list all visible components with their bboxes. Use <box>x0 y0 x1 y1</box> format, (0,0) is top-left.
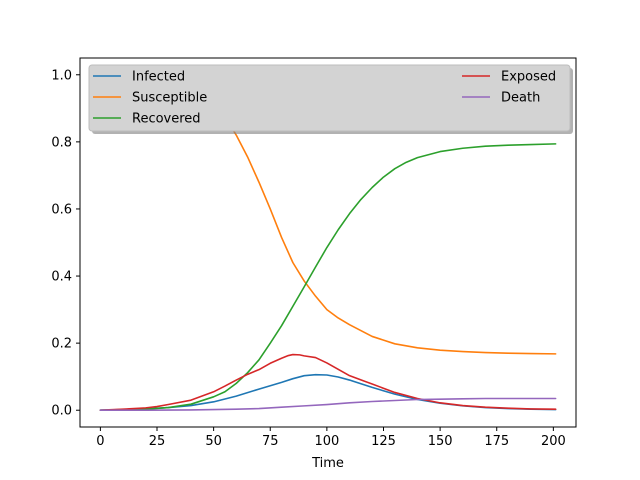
legend: Infected Susceptible Recovered Exposed Death <box>88 64 573 134</box>
x-tick-label: 150 <box>428 434 453 449</box>
y-axis: 0.0 0.2 0.4 0.6 0.8 1.0 <box>51 68 80 419</box>
x-axis-label: Time <box>311 456 344 471</box>
x-tick-label: 100 <box>314 434 339 449</box>
x-axis: 0 25 50 75 100 125 150 175 200 <box>96 427 566 449</box>
x-tick-label: 50 <box>205 434 222 449</box>
x-tick-label: 0 <box>96 434 104 449</box>
y-tick-label: 0.0 <box>51 404 72 419</box>
x-tick-label: 25 <box>149 434 166 449</box>
y-tick-label: 1.0 <box>51 68 72 83</box>
series-line-recovered <box>99 143 557 412</box>
legend-label-infected: Infected <box>132 70 185 85</box>
y-tick-label: 0.6 <box>51 202 72 217</box>
x-tick-label: 175 <box>484 434 509 449</box>
series-line-exposed <box>99 353 557 412</box>
y-tick-label: 0.4 <box>51 270 72 285</box>
series-line-death <box>99 397 557 412</box>
legend-label-susceptible: Susceptible <box>132 91 207 106</box>
legend-label-exposed: Exposed <box>501 70 556 85</box>
y-tick-label: 0.2 <box>51 337 72 352</box>
y-tick-label: 0.8 <box>51 135 72 150</box>
legend-box <box>88 64 571 132</box>
legend-label-recovered: Recovered <box>132 112 201 127</box>
x-tick-label: 75 <box>262 434 279 449</box>
legend-label-death: Death <box>501 91 540 106</box>
x-tick-label: 200 <box>541 434 566 449</box>
axes-frame <box>79 57 577 428</box>
x-tick-label: 125 <box>371 434 396 449</box>
